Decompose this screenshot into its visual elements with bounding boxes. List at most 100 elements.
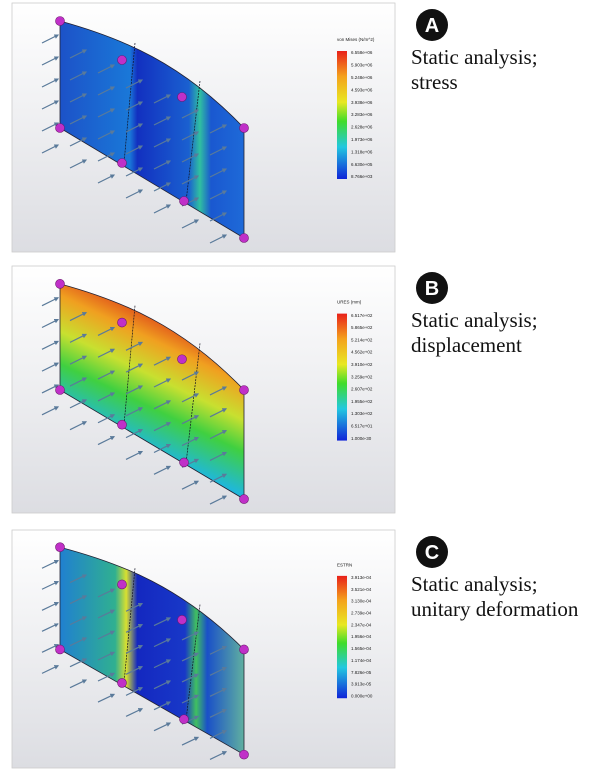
panel: von Mises (N/m^2) 6.558e+06 5.903e+06 5.248…	[11, 2, 538, 253]
fixture-sphere	[117, 317, 127, 328]
legend-label: 5.903e+06	[351, 63, 373, 68]
legend-label: 3.259e+02	[351, 374, 373, 379]
load-arrow	[209, 408, 228, 418]
load-arrow	[125, 429, 144, 439]
legend-label: 5.248e+06	[351, 75, 373, 80]
load-arrow	[209, 124, 228, 134]
fixture-sphere	[117, 55, 127, 65]
load-arrow	[209, 751, 228, 760]
legend-label: 3.521e-04	[351, 587, 372, 592]
load-arrow	[97, 693, 116, 703]
legend-bar	[337, 51, 347, 179]
caption: stress	[411, 70, 458, 94]
legend-label: 1.973e+06	[351, 137, 373, 142]
load-arrow	[125, 602, 144, 612]
load-arrow	[209, 730, 228, 739]
legend-label: 4.562e+02	[351, 350, 373, 355]
seam	[123, 42, 136, 164]
load-arrow	[125, 363, 144, 373]
load-arrow	[97, 651, 116, 661]
fixture-sphere	[239, 385, 249, 395]
load-arrow	[153, 204, 172, 214]
load-arrow	[181, 736, 200, 746]
load-arrow	[181, 109, 200, 119]
load-arrow	[97, 414, 116, 424]
load-arrow	[153, 444, 172, 454]
legend-label: 1.955e+02	[351, 399, 373, 404]
seam	[185, 80, 201, 203]
caption: Static analysis;	[411, 45, 538, 69]
load-arrow	[69, 137, 88, 147]
legend-label: 4.593e+06	[351, 87, 373, 92]
legend-label: 8.766e+03	[351, 174, 373, 179]
caption: displacement	[411, 333, 522, 357]
load-arrow	[125, 687, 144, 696]
seam	[185, 343, 201, 464]
load-arrow	[69, 595, 88, 605]
fixture-sphere	[177, 615, 187, 625]
load-arrow	[125, 145, 144, 155]
load-arrow	[97, 436, 116, 446]
legend-label: 1.303e+02	[351, 411, 373, 416]
load-arrow	[153, 701, 172, 711]
load-arrow	[125, 167, 144, 177]
load-arrow	[153, 722, 172, 732]
legend-label: 3.913e-05	[351, 682, 372, 687]
load-arrow	[97, 326, 116, 336]
load-arrow	[181, 219, 200, 229]
fixture-sphere	[117, 678, 127, 688]
load-arrow	[209, 645, 228, 655]
load-arrow	[181, 131, 200, 141]
load-arrow	[125, 79, 144, 89]
load-arrow	[125, 450, 144, 460]
load-arrow	[69, 333, 88, 343]
fixture-sphere	[55, 542, 65, 553]
load-arrow	[97, 174, 116, 184]
load-arrow	[181, 371, 200, 381]
load-arrow	[41, 340, 60, 350]
legend-label: 3.130e-04	[351, 599, 372, 604]
load-arrow	[97, 588, 116, 598]
load-arrow	[209, 212, 228, 222]
load-arrow	[41, 122, 60, 132]
fixture-sphere	[239, 233, 249, 243]
load-arrow	[41, 297, 60, 307]
fixture-sphere	[239, 123, 249, 133]
panel: ESTRN 3.913e-04 3.521e-04 3.130e-04 2.739e-0…	[11, 529, 579, 769]
load-arrow	[69, 312, 88, 322]
load-arrow	[69, 49, 88, 59]
load-arrow	[69, 71, 88, 81]
load-arrow	[97, 108, 116, 118]
load-arrow	[41, 384, 60, 394]
legend-title: von Mises (N/m^2)	[337, 37, 375, 42]
load-arrow	[209, 495, 228, 505]
load-arrow	[97, 86, 116, 96]
load-arrow	[69, 616, 88, 626]
load-arrow	[153, 465, 172, 475]
load-arrow	[209, 168, 228, 178]
load-arrow	[41, 406, 60, 416]
load-arrow	[69, 377, 88, 387]
load-arrow	[97, 672, 116, 682]
load-arrow	[41, 581, 60, 590]
load-arrow	[181, 153, 200, 163]
load-arrow	[69, 679, 88, 689]
load-arrow	[41, 144, 60, 154]
load-arrow	[69, 93, 88, 103]
load-arrow	[125, 708, 144, 717]
load-arrow	[125, 407, 144, 417]
load-arrow	[125, 385, 144, 395]
load-arrow	[181, 480, 200, 490]
load-arrow	[41, 623, 60, 632]
load-arrow	[181, 175, 200, 185]
load-arrow	[41, 34, 60, 44]
load-arrow	[69, 658, 88, 668]
load-arrow	[69, 399, 88, 409]
load-arrow	[41, 602, 60, 611]
load-arrow	[69, 421, 88, 431]
load-arrow	[69, 355, 88, 365]
seam	[123, 568, 136, 683]
legend-label: 1.000e-30	[351, 436, 372, 441]
load-arrow	[153, 160, 172, 170]
load-arrow	[153, 638, 172, 648]
